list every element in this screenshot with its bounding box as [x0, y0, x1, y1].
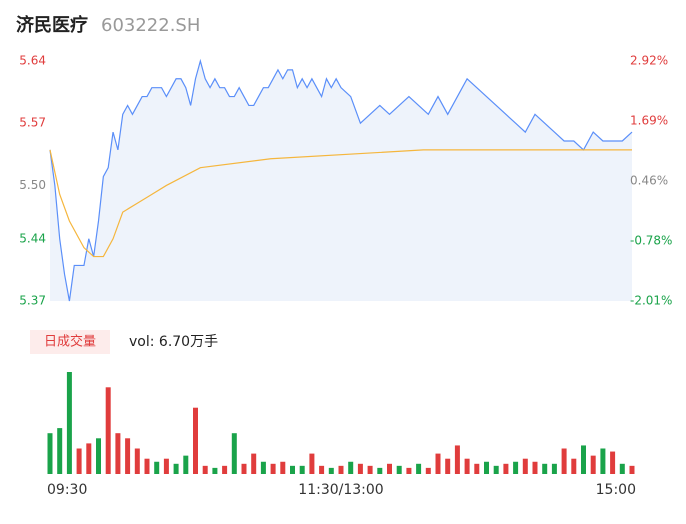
volume-bar [57, 428, 63, 474]
volume-bar [105, 387, 111, 474]
volume-bar [47, 433, 53, 474]
volume-bar [474, 463, 480, 474]
volume-bar [163, 458, 169, 474]
volume-bar [134, 448, 140, 474]
volume-bar [125, 438, 131, 474]
y-tick-label: 5.50 [19, 178, 46, 192]
volume-bar [396, 465, 402, 474]
volume-bar [542, 463, 548, 474]
volume-bar [493, 465, 499, 474]
volume-bar [309, 453, 315, 474]
volume-bar [454, 445, 460, 474]
price-line [49, 58, 633, 302]
volume-bar [299, 465, 305, 474]
volume-bar [115, 433, 121, 474]
volume-bar [328, 467, 334, 474]
volume-bar [377, 467, 383, 474]
volume-bar [532, 461, 538, 474]
volume-bar [435, 453, 441, 474]
volume-bar [260, 461, 266, 474]
volume-bar [590, 455, 596, 474]
volume-bar [406, 467, 412, 474]
price-area [50, 61, 632, 301]
volume-bar [503, 463, 509, 474]
volume-bar [231, 433, 237, 474]
volume-bar [212, 467, 218, 474]
volume-title: 日成交量 [44, 334, 96, 350]
volume-bar [610, 451, 616, 474]
volume-bar [173, 463, 179, 474]
x-tick-label: 11:30/13:00 [298, 482, 383, 498]
volume-bar [290, 465, 295, 474]
stock-code: 603222.SH [101, 15, 200, 36]
volume-total: vol: 6.70万手 [129, 334, 218, 350]
volume-bar [270, 463, 276, 474]
y-tick-label: 5.57 [19, 116, 46, 130]
volume-bar [522, 458, 528, 474]
volume-bar [571, 458, 577, 474]
volume-bar [619, 463, 625, 474]
volume-bar [319, 465, 325, 474]
y-tick-label: 5.37 [19, 294, 46, 308]
volume-bar [202, 465, 208, 474]
volume-bar [445, 458, 451, 474]
y2-tick-label: 1.69% [630, 113, 668, 127]
volume-bar [581, 445, 586, 474]
x-tick-label: 09:30 [47, 482, 87, 498]
y-tick-label: 5.44 [19, 231, 46, 245]
volume-bar [86, 443, 92, 474]
volume-bar [600, 448, 606, 474]
volume-bar [144, 458, 150, 474]
volume-bar [357, 463, 363, 474]
y2-tick-label: -2.01% [630, 294, 672, 308]
volume-bar [193, 407, 198, 474]
volume-bar [66, 372, 72, 474]
y-tick-label: 5.64 [19, 54, 46, 68]
volume-bar [425, 467, 431, 474]
volume-bar [96, 438, 101, 474]
volume-bar [241, 463, 247, 474]
volume-bar [561, 448, 567, 474]
volume-bar [367, 465, 373, 474]
y2-tick-label: 2.92% [630, 54, 668, 68]
y2-tick-label: 0.46% [630, 173, 668, 187]
volume-bar [416, 463, 422, 474]
volume-bar [387, 463, 392, 474]
volume-bar [484, 461, 489, 474]
average-line [49, 149, 632, 258]
volume-bar [348, 461, 354, 474]
volume-bar [338, 465, 344, 474]
x-tick-label: 15:00 [596, 482, 636, 498]
volume-bar [76, 448, 82, 474]
volume-badge [30, 330, 110, 354]
volume-bar [551, 463, 557, 474]
volume-bar [513, 461, 519, 474]
volume-bar [251, 453, 257, 474]
y2-tick-label: -0.78% [630, 234, 672, 248]
volume-bar [183, 455, 189, 474]
volume-bar [222, 465, 228, 474]
volume-bar [464, 458, 470, 474]
volume-bar [629, 465, 635, 474]
stock-name: 济民医疗 [16, 14, 88, 36]
volume-bar [154, 461, 160, 474]
volume-bar [280, 461, 286, 474]
